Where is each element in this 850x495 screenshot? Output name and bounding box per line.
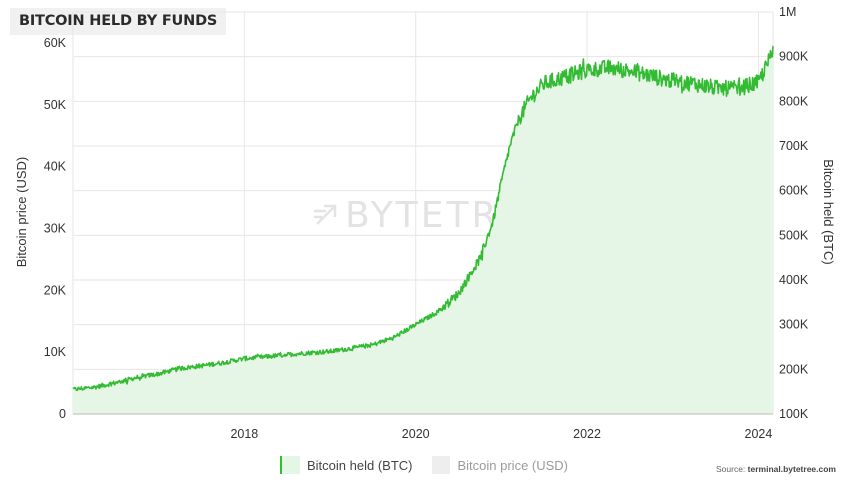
x-tick-label: 2022 — [573, 427, 601, 441]
y-right-tick-label: 400K — [779, 273, 809, 287]
legend-label-bitcoin-price: Bitcoin price (USD) — [457, 457, 569, 473]
x-tick-label: 2024 — [745, 427, 773, 441]
y-right-tick-label: 700K — [779, 139, 809, 153]
y-left-tick-label: 0 — [59, 407, 66, 421]
legend-swatch-bitcoin-held — [280, 456, 300, 474]
x-tick-label: 2020 — [402, 427, 430, 441]
y-right-tick-label: 600K — [779, 184, 809, 198]
y-right-axis-title: Bitcoin held (BTC) — [821, 159, 836, 264]
y-right-tick-label: 200K — [779, 362, 809, 376]
watermark-logo-icon — [314, 204, 337, 225]
axes: 100K 200K 300K 400K 500K 600K 700K 800K 900K 1M 0 1… — [44, 5, 809, 441]
y-left-tick-label: 10K — [44, 345, 67, 359]
y-left-tick-label: 40K — [44, 160, 67, 174]
y-right-tick-label: 900K — [779, 50, 809, 64]
source-prefix: Source: — [716, 464, 748, 474]
source-note: Source: terminal.bytetree.com — [716, 464, 836, 474]
y-right-tick-label: 100K — [779, 407, 809, 421]
series-line — [72, 46, 774, 392]
legend-label-bitcoin-held: Bitcoin held (BTC) — [307, 457, 413, 473]
y-left-tick-label: 30K — [44, 221, 67, 235]
legend: Bitcoin held (BTC) Bitcoin price (USD) — [280, 456, 568, 474]
legend-item-bitcoin-held[interactable]: Bitcoin held (BTC) — [280, 456, 412, 474]
legend-swatch-bitcoin-price — [432, 456, 451, 474]
y-right-tick-label: 1M — [779, 5, 796, 19]
source-link[interactable]: terminal.bytetree.com — [747, 464, 836, 474]
y-left-tick-label: 50K — [44, 98, 67, 112]
y-right-tick-label: 500K — [779, 228, 809, 242]
legend-item-bitcoin-price[interactable]: Bitcoin price (USD) — [432, 456, 568, 474]
y-right-tick-label: 800K — [779, 94, 809, 108]
series-area — [73, 46, 773, 414]
y-left-tick-label: 20K — [44, 283, 67, 297]
x-tick-label: 2018 — [230, 427, 258, 441]
y-left-tick-label: 60K — [44, 36, 67, 50]
y-right-tick-label: 300K — [779, 318, 809, 332]
y-left-axis-title: Bitcoin price (USD) — [14, 157, 29, 268]
